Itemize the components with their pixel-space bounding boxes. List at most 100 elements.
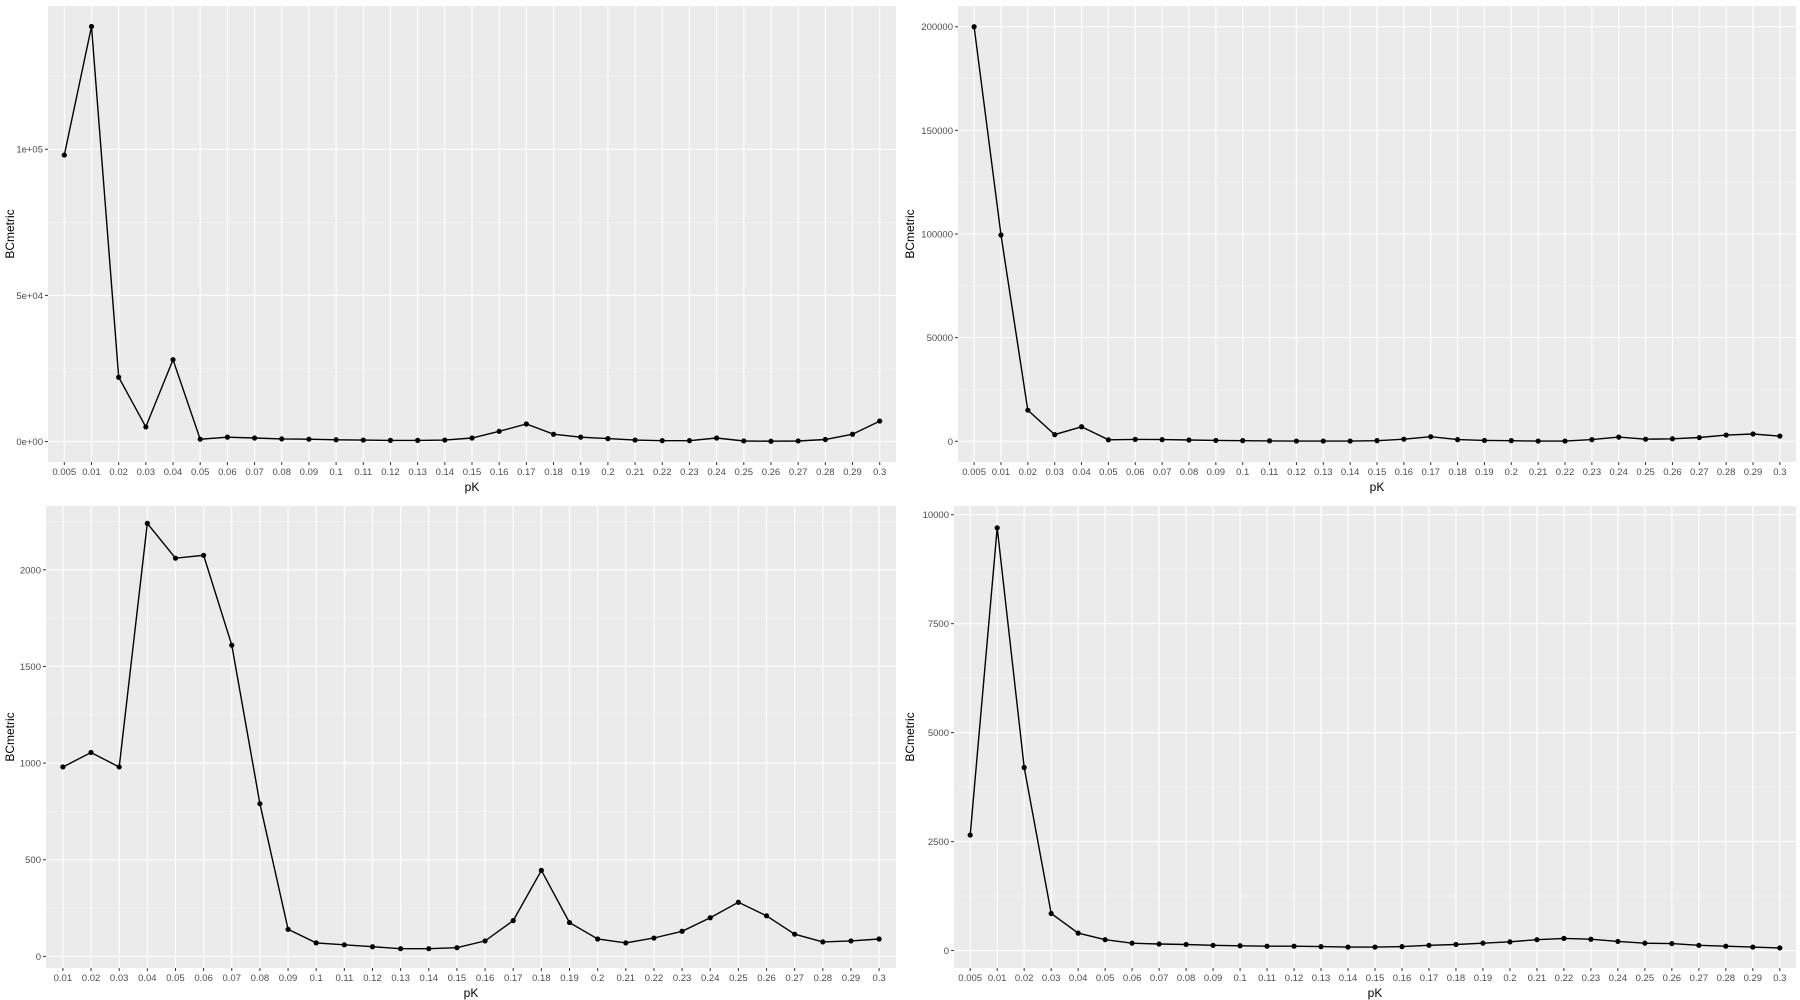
x-tick-label: 0.12 (363, 973, 382, 984)
x-tick-label: 0.1 (310, 973, 323, 984)
x-tick-label: 0.17 (517, 467, 536, 478)
x-tick-label: 0.25 (729, 973, 748, 984)
data-point (1426, 942, 1432, 948)
data-point (369, 944, 376, 950)
data-point (741, 438, 747, 444)
data-point (679, 928, 685, 934)
data-point (306, 436, 312, 442)
data-point (1102, 937, 1108, 943)
x-tick-label: 0.28 (816, 467, 835, 478)
data-point (1075, 930, 1081, 936)
data-point (595, 936, 601, 942)
data-point (341, 942, 347, 948)
x-tick-label: 0.25 (1636, 973, 1655, 984)
x-tick-label: 0.07 (1153, 467, 1172, 478)
data-point (1345, 944, 1351, 950)
x-tick-label: 0.13 (391, 973, 410, 984)
y-tick-label: 2500 (928, 837, 949, 848)
x-tick-label: 0.25 (1636, 467, 1655, 478)
x-tick-label: 0.11 (1261, 467, 1279, 478)
chart-top-right: 0 50000 100000 150000 200000 0.005 0.01 0.02 0.0… (903, 6, 1796, 494)
x-tick-label: 0.1 (1233, 973, 1246, 984)
chart-bottom-right: 0 2500 5000 7500 10000 0.005 0.01 0.02 0.03 0.04 0… (903, 506, 1796, 1000)
x-tick-label: 0.22 (653, 467, 672, 478)
data-point (994, 525, 1000, 531)
x-tick-label: 0.1 (329, 467, 342, 478)
x-tick-label: 0.29 (1744, 973, 1763, 984)
data-point (1508, 438, 1514, 444)
x-tick-label: 0.18 (544, 467, 563, 478)
data-point (1616, 434, 1622, 440)
x-tick-label: 0.16 (1393, 973, 1412, 984)
data-point (88, 23, 95, 30)
x-tick-label: 0.29 (842, 973, 861, 984)
x-tick-label: 0.3 (1773, 973, 1786, 984)
data-point (1562, 438, 1568, 444)
x-tick-label: 0.09 (1204, 973, 1223, 984)
y-tick-label: 100000 (921, 230, 953, 241)
x-tick-label: 0.22 (645, 973, 664, 984)
data-point (426, 946, 432, 952)
data-point (1454, 437, 1461, 443)
data-point (1561, 935, 1567, 941)
data-point (1159, 437, 1165, 443)
data-point (538, 867, 544, 873)
y-tick-label: 7500 (928, 619, 949, 630)
x-tick-label: 0.29 (1744, 467, 1763, 478)
x-tick-label: 0.22 (1555, 973, 1574, 984)
data-point (1589, 437, 1595, 443)
data-point (714, 435, 720, 441)
x-tick-label: 0.18 (532, 973, 551, 984)
data-point (1588, 936, 1594, 942)
data-point (1615, 938, 1621, 945)
x-tick-label: 0.23 (673, 973, 692, 984)
x-tick-label: 0.01 (54, 973, 73, 984)
y-axis-title: BCmetric (3, 209, 17, 258)
data-point (482, 938, 488, 944)
data-point (763, 913, 770, 919)
x-tick-label: 0.12 (381, 467, 400, 478)
data-point (632, 437, 638, 443)
data-point (1052, 432, 1058, 438)
x-tick-label: 0.01 (992, 467, 1011, 478)
x-tick-label: 0.12 (1287, 467, 1306, 478)
x-tick-label: 0.15 (1368, 467, 1387, 478)
data-point (1213, 437, 1219, 444)
x-tick-label: 0.13 (1314, 467, 1333, 478)
x-tick-label: 0.3 (873, 973, 886, 984)
chart-panel-bottom-left: 0 500 1000 1500 2000 0.01 0.02 0.03 0.04 0.05 0.06… (0, 500, 900, 1000)
x-axis-title: pK (465, 480, 480, 494)
data-point (877, 418, 883, 424)
x-tick-label: 0.19 (560, 973, 579, 984)
x-tick-label: 0.19 (1475, 467, 1494, 478)
y-tick-label: 0e+00 (16, 437, 43, 448)
data-point (1186, 437, 1192, 443)
y-axis-title: BCmetric (903, 712, 917, 761)
x-tick-label: 0.28 (814, 973, 833, 984)
data-point (1078, 424, 1085, 430)
x-tick-label: 0.08 (1177, 973, 1196, 984)
x-tick-label: 0.02 (1015, 973, 1033, 984)
x-tick-label: 0.01 (82, 467, 101, 478)
chart-panel-top-right: 0 50000 100000 150000 200000 0.005 0.01 0.02 0.0… (900, 0, 1800, 495)
y-tick-label: 1e+05 (16, 145, 43, 156)
series-line (62, 521, 880, 950)
data-point (1480, 940, 1486, 946)
data-point (998, 232, 1004, 238)
x-tick-label: 0.3 (873, 467, 886, 478)
data-point (1048, 910, 1054, 917)
data-point (605, 436, 611, 442)
data-point (1642, 436, 1649, 442)
data-point (1156, 941, 1162, 947)
x-tick-label: 0.27 (1690, 467, 1709, 478)
x-tick-label: 0.18 (1447, 973, 1466, 984)
x-tick-label: 0.04 (164, 467, 183, 478)
data-point (735, 899, 741, 905)
x-tick-label: 0.08 (272, 467, 291, 478)
data-point (144, 520, 150, 526)
x-tick-label: 0.03 (1042, 973, 1061, 984)
x-tick-label: 0.06 (1126, 467, 1145, 478)
data-point (143, 424, 149, 430)
x-tick-label: 0.22 (1556, 467, 1575, 478)
data-point (550, 431, 557, 437)
